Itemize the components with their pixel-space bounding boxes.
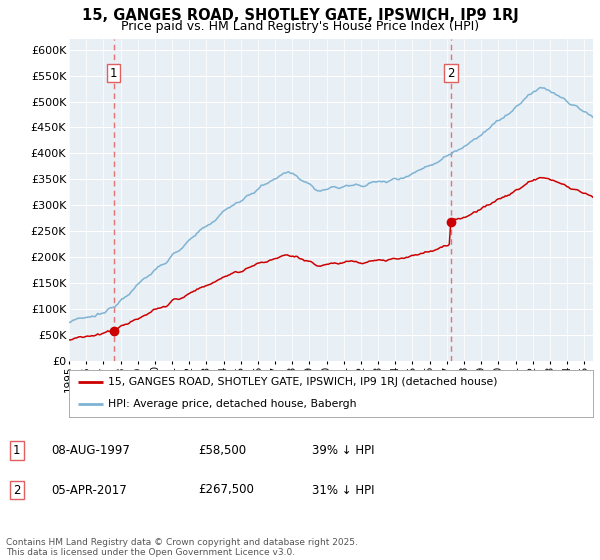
Text: Contains HM Land Registry data © Crown copyright and database right 2025.
This d: Contains HM Land Registry data © Crown c… [6,538,358,557]
Text: 08-AUG-1997: 08-AUG-1997 [51,444,130,458]
Text: 1: 1 [13,444,20,458]
Text: Price paid vs. HM Land Registry's House Price Index (HPI): Price paid vs. HM Land Registry's House … [121,20,479,32]
Text: 05-APR-2017: 05-APR-2017 [51,483,127,497]
Text: 31% ↓ HPI: 31% ↓ HPI [312,483,374,497]
Text: 15, GANGES ROAD, SHOTLEY GATE, IPSWICH, IP9 1RJ (detached house): 15, GANGES ROAD, SHOTLEY GATE, IPSWICH, … [108,377,498,388]
Text: 39% ↓ HPI: 39% ↓ HPI [312,444,374,458]
Text: 15, GANGES ROAD, SHOTLEY GATE, IPSWICH, IP9 1RJ: 15, GANGES ROAD, SHOTLEY GATE, IPSWICH, … [82,8,518,24]
Text: 2: 2 [448,67,455,80]
Text: 1: 1 [110,67,118,80]
Text: HPI: Average price, detached house, Babergh: HPI: Average price, detached house, Babe… [108,399,357,409]
Text: £267,500: £267,500 [198,483,254,497]
Text: £58,500: £58,500 [198,444,246,458]
Text: 2: 2 [13,483,20,497]
